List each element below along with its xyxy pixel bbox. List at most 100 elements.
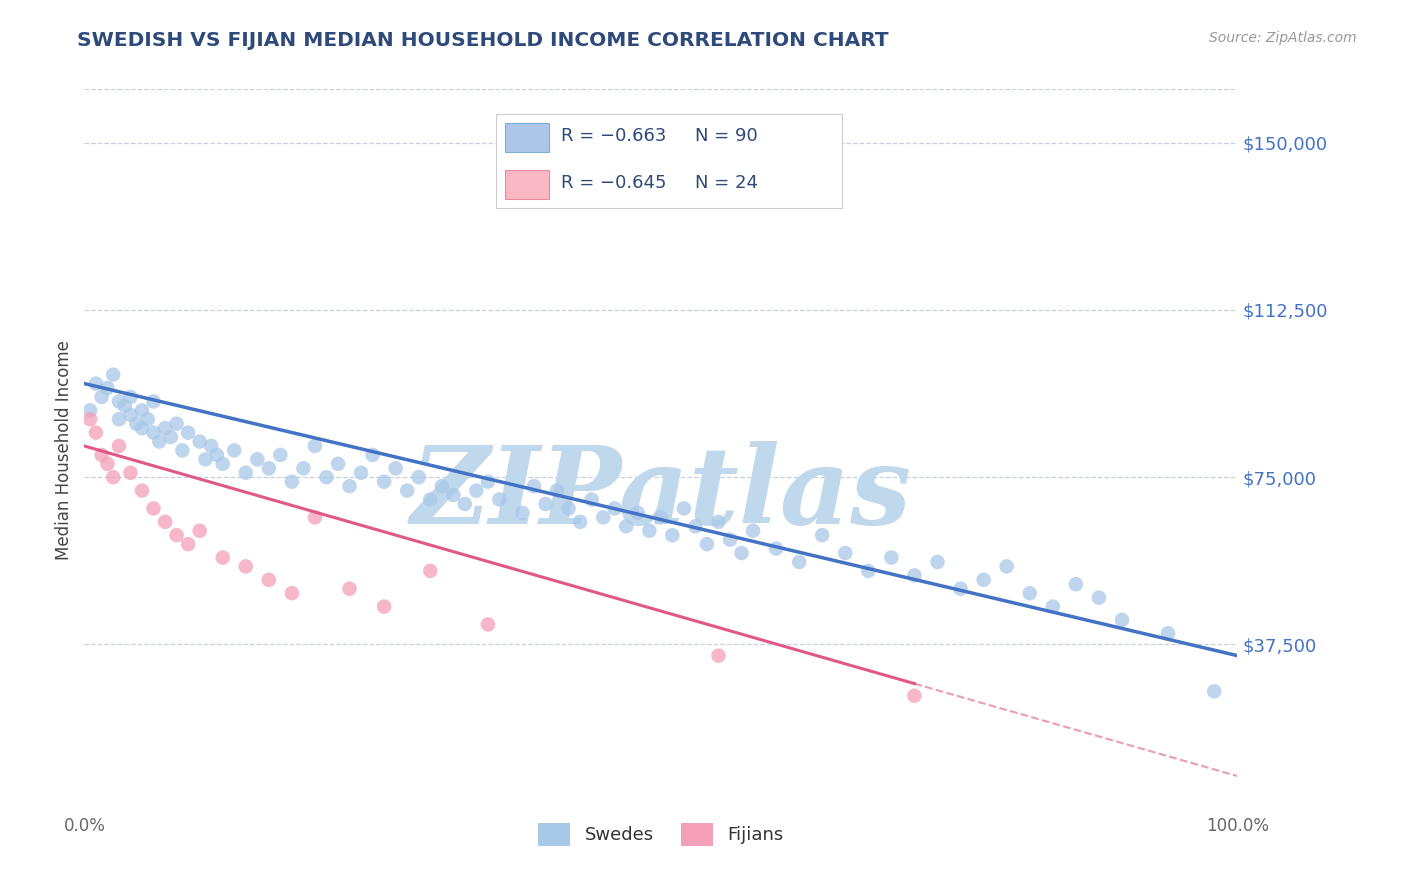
Point	[603, 501, 626, 516]
Point	[614, 519, 637, 533]
Point	[477, 617, 499, 632]
Point	[373, 475, 395, 489]
Point	[96, 457, 118, 471]
Point	[973, 573, 995, 587]
Text: Source: ZipAtlas.com: Source: ZipAtlas.com	[1209, 31, 1357, 45]
Point	[177, 425, 200, 440]
Point	[304, 439, 326, 453]
Point	[125, 417, 148, 431]
Point	[131, 421, 153, 435]
Point	[1088, 591, 1111, 605]
Point	[148, 434, 170, 449]
Point	[373, 599, 395, 614]
Point	[90, 390, 112, 404]
Point	[730, 546, 752, 560]
Point	[546, 483, 568, 498]
Point	[441, 488, 464, 502]
Point	[84, 425, 107, 440]
Point	[350, 466, 373, 480]
Point	[304, 510, 326, 524]
Point	[188, 524, 211, 538]
Point	[742, 524, 765, 538]
Point	[224, 443, 246, 458]
Point	[465, 483, 488, 498]
Point	[339, 479, 361, 493]
Point	[103, 470, 124, 484]
Legend: Swedes, Fijians: Swedes, Fijians	[530, 815, 792, 854]
Point	[120, 390, 142, 404]
Point	[430, 479, 453, 493]
Point	[512, 506, 534, 520]
Point	[153, 515, 176, 529]
Point	[131, 403, 153, 417]
Point	[205, 448, 228, 462]
Point	[172, 443, 194, 458]
Point	[949, 582, 972, 596]
Text: N = 24: N = 24	[696, 174, 758, 192]
Point	[903, 568, 925, 582]
Point	[235, 559, 257, 574]
Point	[650, 510, 672, 524]
FancyBboxPatch shape	[505, 170, 548, 199]
Point	[103, 368, 124, 382]
Point	[108, 439, 131, 453]
Point	[903, 689, 925, 703]
Point	[235, 466, 257, 480]
Point	[166, 528, 188, 542]
Point	[1064, 577, 1087, 591]
Point	[200, 439, 222, 453]
Point	[557, 501, 579, 516]
Point	[787, 555, 810, 569]
Point	[142, 425, 165, 440]
Point	[79, 403, 101, 417]
Point	[1111, 613, 1133, 627]
Point	[718, 533, 741, 547]
Point	[811, 528, 834, 542]
Point	[627, 506, 650, 520]
Point	[90, 448, 112, 462]
Point	[707, 515, 730, 529]
Point	[194, 452, 217, 467]
Point	[177, 537, 200, 551]
Point	[315, 470, 337, 484]
Point	[84, 376, 107, 391]
Point	[672, 501, 695, 516]
Point	[384, 461, 406, 475]
Point	[696, 537, 718, 551]
Point	[108, 394, 131, 409]
Point	[269, 448, 291, 462]
Point	[880, 550, 903, 565]
Y-axis label: Median Household Income: Median Household Income	[55, 341, 73, 560]
Point	[477, 475, 499, 489]
Point	[995, 559, 1018, 574]
Point	[569, 515, 592, 529]
Point	[1042, 599, 1064, 614]
Point	[858, 564, 880, 578]
Point	[79, 412, 101, 426]
Point	[246, 452, 269, 467]
Point	[292, 461, 315, 475]
Point	[142, 394, 165, 409]
Point	[765, 541, 787, 556]
FancyBboxPatch shape	[505, 123, 548, 152]
Point	[142, 501, 165, 516]
Point	[361, 448, 384, 462]
Point	[1018, 586, 1040, 600]
Point	[408, 470, 430, 484]
Point	[211, 457, 233, 471]
Point	[166, 417, 188, 431]
Point	[396, 483, 419, 498]
Point	[419, 492, 441, 507]
Point	[1204, 684, 1226, 698]
Point	[131, 483, 153, 498]
Text: R = −0.645: R = −0.645	[561, 174, 666, 192]
Point	[211, 550, 233, 565]
Point	[120, 466, 142, 480]
Point	[927, 555, 949, 569]
Point	[488, 492, 510, 507]
Text: R = −0.663: R = −0.663	[561, 128, 666, 145]
Point	[534, 497, 557, 511]
Point	[136, 412, 159, 426]
Point	[1157, 626, 1180, 640]
Point	[661, 528, 683, 542]
